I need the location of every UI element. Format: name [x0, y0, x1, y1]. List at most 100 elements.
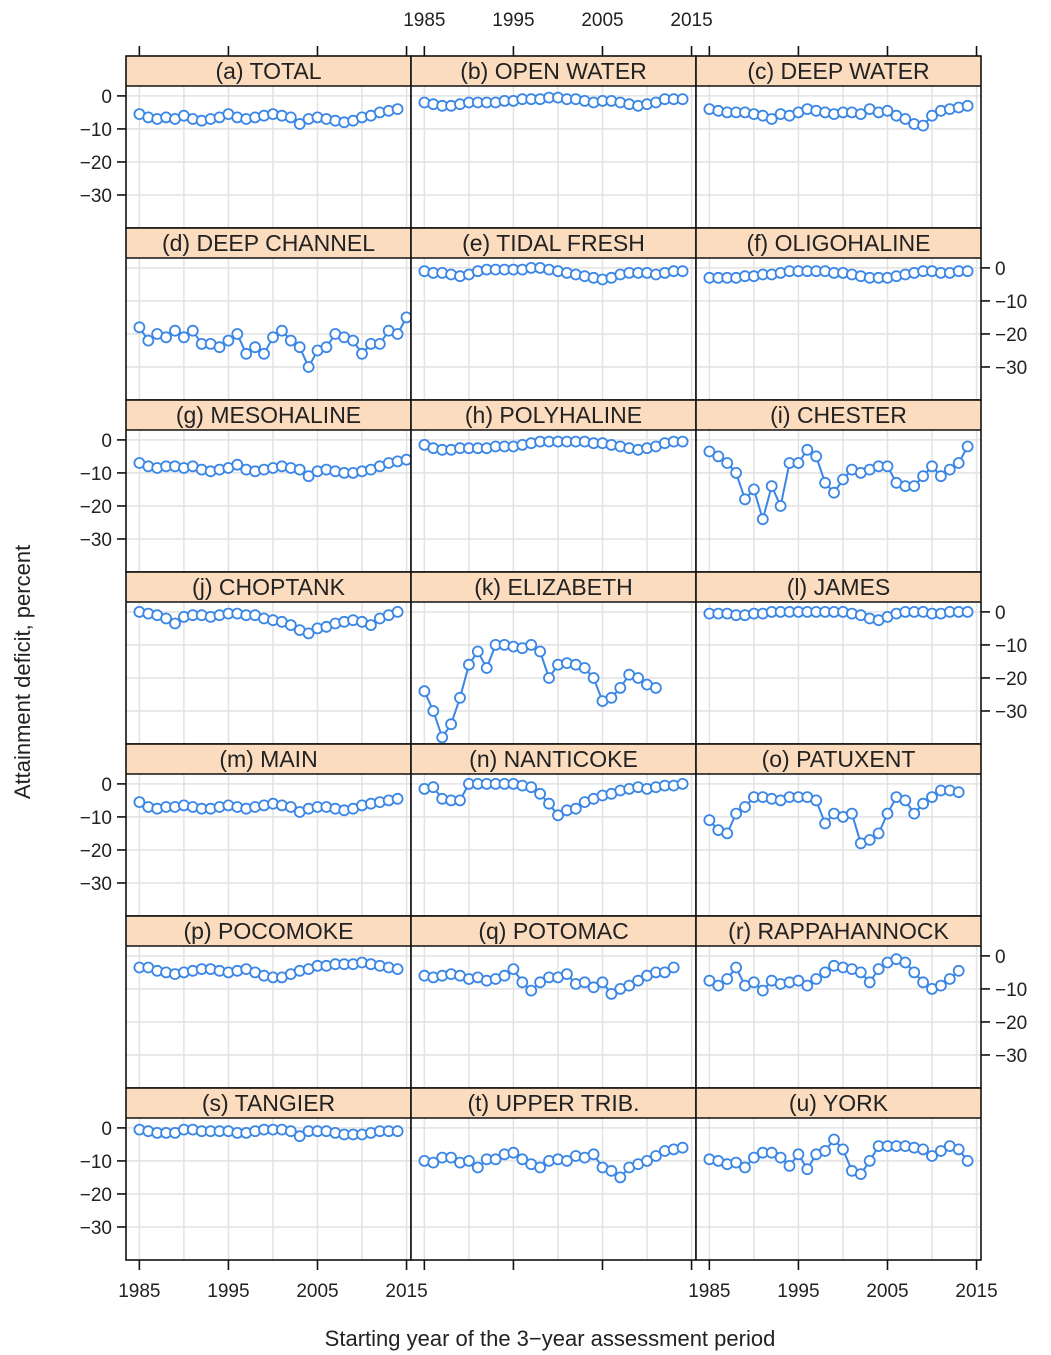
- y-tick-label: −10: [80, 1152, 112, 1173]
- data-point: [240, 347, 253, 360]
- data-point: [569, 802, 582, 815]
- strip: [411, 400, 696, 430]
- panel-label: (p) POCOMOKE: [184, 918, 354, 944]
- data-point: [676, 93, 689, 106]
- data-point: [400, 453, 411, 466]
- data-point: [935, 470, 947, 483]
- y-tick-label: −10: [995, 292, 1027, 313]
- data-point: [935, 1145, 947, 1157]
- data-point: [961, 265, 974, 278]
- data-point: [926, 791, 938, 803]
- data-point: [943, 973, 956, 985]
- y-tick-label: −10: [80, 120, 112, 141]
- data-point: [302, 361, 315, 373]
- data-point: [614, 682, 627, 694]
- panel-label: (r) RAPPAHANNOCK: [728, 918, 949, 944]
- data-point: [284, 334, 297, 347]
- panel: (t) UPPER TRIB.: [410, 1087, 697, 1261]
- panel: (q) POTOMAC: [410, 915, 697, 1089]
- data-point: [391, 1125, 404, 1138]
- data-point: [578, 662, 591, 674]
- panel-label: (i) CHESTER: [770, 402, 907, 428]
- data-point: [908, 966, 921, 979]
- strip: [126, 916, 411, 946]
- data-point: [703, 814, 716, 827]
- data-point: [347, 334, 360, 347]
- y-tick-label: 0: [101, 775, 112, 796]
- strip: [126, 1088, 411, 1118]
- data-point: [935, 979, 947, 992]
- data-point: [169, 324, 181, 337]
- data-point: [454, 691, 466, 704]
- data-point: [926, 109, 938, 122]
- data-point: [676, 265, 689, 278]
- data-point: [258, 347, 270, 360]
- data-point: [489, 1153, 502, 1166]
- data-point: [783, 1160, 796, 1172]
- strip: [696, 916, 981, 946]
- y-tick-label: 0: [995, 947, 1006, 968]
- data-point: [872, 827, 885, 840]
- data-point: [721, 973, 734, 985]
- x-tick-label-top: 2005: [581, 10, 623, 31]
- data-point: [952, 964, 965, 977]
- data-point: [462, 1155, 475, 1167]
- panel-label: (d) DEEP CHANNEL: [162, 230, 375, 256]
- x-axis-title: Starting year of the 3−year assessment p…: [325, 1326, 776, 1351]
- data-point: [275, 324, 288, 337]
- data-point: [231, 328, 244, 340]
- plot-area: [126, 258, 411, 400]
- series-group: [703, 440, 974, 526]
- plot-area: [696, 602, 981, 744]
- data-point: [943, 463, 956, 476]
- data-point: [302, 627, 315, 640]
- strip: [411, 56, 696, 86]
- x-tick-label-top: 1985: [403, 10, 445, 31]
- strip: [411, 744, 696, 774]
- data-point: [917, 1143, 929, 1156]
- panel-frame: [695, 1087, 982, 1261]
- data-point: [480, 662, 493, 674]
- series-group: [133, 956, 404, 984]
- data-point: [703, 974, 716, 987]
- data-point: [605, 988, 618, 1000]
- strip: [411, 916, 696, 946]
- data-point: [739, 493, 751, 506]
- data-point: [730, 961, 742, 974]
- series-group: [418, 1141, 689, 1184]
- data-point: [721, 457, 734, 469]
- strip: [696, 400, 981, 430]
- data-point: [284, 801, 297, 813]
- data-point: [881, 807, 894, 820]
- plot-area: [126, 430, 411, 572]
- data-point: [792, 457, 805, 469]
- data-point: [391, 606, 404, 618]
- data-point: [587, 672, 600, 684]
- data-point: [765, 113, 778, 125]
- data-point: [543, 797, 555, 810]
- data-point: [534, 1161, 546, 1174]
- panel: (k) ELIZABETH: [410, 571, 697, 745]
- data-point: [881, 460, 894, 473]
- plot-area: [126, 1118, 411, 1260]
- data-point: [739, 1161, 751, 1174]
- series-group: [133, 311, 411, 373]
- y-tick-label: −30: [80, 186, 112, 207]
- y-tick-label: 0: [101, 431, 112, 452]
- plot-area: [696, 430, 981, 572]
- data-point: [801, 1163, 814, 1176]
- panel-label: (e) TIDAL FRESH: [462, 230, 645, 256]
- data-point: [748, 483, 760, 496]
- data-point: [810, 973, 823, 985]
- data-point: [917, 119, 929, 132]
- data-point: [418, 685, 431, 698]
- data-point: [462, 658, 475, 671]
- strip: [696, 1088, 981, 1118]
- data-point: [828, 1133, 840, 1146]
- data-point: [133, 321, 146, 334]
- strip: [126, 400, 411, 430]
- data-point: [739, 801, 751, 813]
- panel: (e) TIDAL FRESH: [410, 227, 697, 401]
- series-group: [703, 784, 965, 850]
